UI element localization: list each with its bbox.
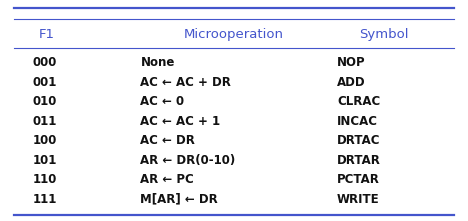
Text: Symbol: Symbol [359,28,409,41]
Text: AC ← 0: AC ← 0 [140,95,184,108]
Text: AR ← PC: AR ← PC [140,173,194,186]
Text: AR ← DR(0-10): AR ← DR(0-10) [140,154,236,167]
Text: PCTAR: PCTAR [337,173,380,186]
Text: 001: 001 [33,76,57,89]
Text: 000: 000 [33,57,57,69]
Text: None: None [140,57,175,69]
Text: NOP: NOP [337,57,366,69]
Text: 010: 010 [33,95,57,108]
Text: 100: 100 [33,134,57,147]
Text: Microoperation: Microoperation [184,28,284,41]
Text: AC ← DR: AC ← DR [140,134,195,147]
Text: F1: F1 [39,28,55,41]
Text: INCAC: INCAC [337,115,378,128]
Text: AC ← AC + 1: AC ← AC + 1 [140,115,220,128]
Text: 011: 011 [33,115,57,128]
Text: 111: 111 [33,193,57,206]
Text: M[AR] ← DR: M[AR] ← DR [140,193,218,206]
Text: AC ← AC + DR: AC ← AC + DR [140,76,231,89]
Text: ADD: ADD [337,76,366,89]
Text: WRITE: WRITE [337,193,380,206]
Text: 110: 110 [33,173,57,186]
Text: 101: 101 [33,154,57,167]
Text: DRTAR: DRTAR [337,154,381,167]
Text: CLRAC: CLRAC [337,95,380,108]
Text: DRTAC: DRTAC [337,134,380,147]
